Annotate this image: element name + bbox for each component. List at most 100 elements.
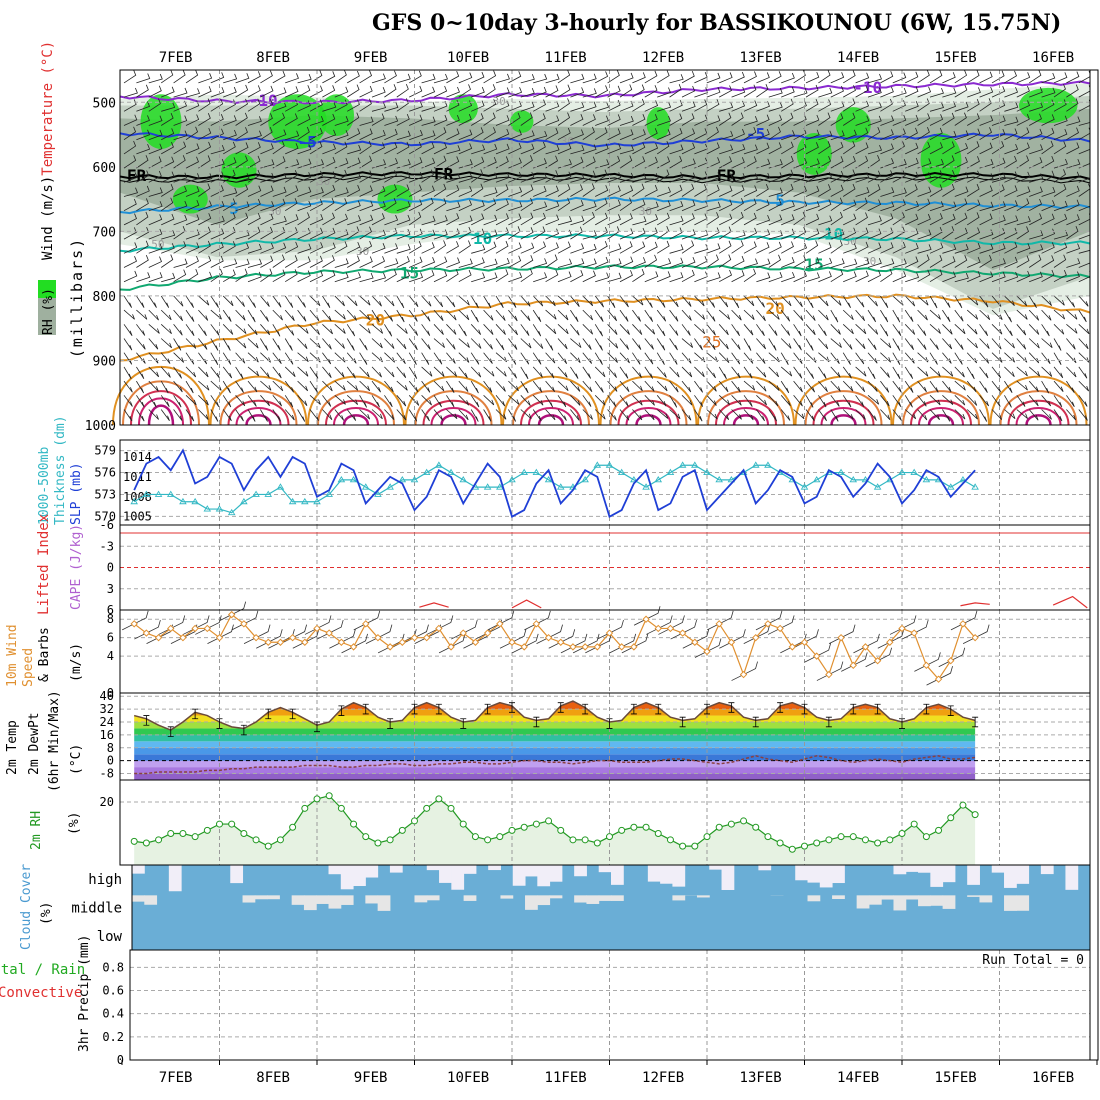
wind-barb — [967, 128, 981, 141]
wind-barb — [880, 258, 895, 268]
wind-barb — [991, 70, 1005, 84]
wind-barb — [409, 228, 423, 240]
wind-barb — [471, 272, 486, 283]
wind-barb — [607, 243, 622, 254]
wind-barb — [1016, 255, 1030, 268]
wind-barb — [669, 272, 684, 283]
cloud-gap-high — [807, 865, 821, 883]
wind-barb — [1004, 409, 1016, 419]
wind-barb — [409, 114, 423, 126]
wind-barb — [607, 352, 618, 363]
wind-barb — [582, 295, 594, 307]
wind-barb — [359, 324, 371, 334]
wind-barb — [260, 338, 269, 351]
wind-barb — [979, 115, 994, 126]
wind-barb — [780, 309, 791, 322]
wind-barb — [371, 130, 386, 141]
isotherm-20 — [119, 293, 1091, 362]
date-label-bottom: 16FEB — [1032, 1070, 1074, 1086]
wind-barb — [954, 324, 966, 335]
wind-barb — [917, 198, 931, 212]
wind-barb — [694, 338, 703, 351]
wind-barb — [545, 200, 560, 212]
wind-barb — [123, 256, 138, 268]
wind-barb — [929, 269, 943, 283]
wind-barb — [123, 198, 137, 212]
thickness-point — [349, 475, 358, 483]
wind-barb — [967, 256, 981, 268]
wind-barb — [123, 227, 137, 240]
rh-legend-label: RH (%) — [41, 288, 56, 335]
wind-barb — [334, 130, 349, 141]
wind-barb — [458, 309, 470, 321]
wind-barb — [644, 241, 658, 254]
thickness-point — [630, 475, 638, 483]
thickness-point — [227, 508, 236, 516]
wind-barb — [805, 114, 820, 126]
wind-barb — [359, 155, 373, 169]
wind-barb — [681, 71, 695, 84]
cloud-gap-high — [598, 865, 612, 873]
wind-barb — [929, 366, 941, 377]
wind-barb — [570, 173, 585, 183]
wind-barb — [694, 229, 709, 240]
wind-barb — [979, 71, 993, 84]
wind-barb — [256, 629, 283, 649]
wind-speed-point — [630, 643, 638, 651]
wind-barb — [706, 352, 718, 363]
wind-barb — [173, 366, 183, 379]
wind-barb — [396, 244, 411, 254]
wind-barb — [198, 409, 209, 420]
wind-barb — [421, 185, 435, 197]
wind-barb — [122, 610, 149, 631]
wind-barb — [384, 380, 394, 393]
wind-barb — [136, 227, 150, 240]
cloud-gap-middle — [672, 895, 686, 901]
wind-barb — [123, 99, 137, 112]
isotherm-label: FR — [434, 165, 454, 184]
wind-barb — [421, 269, 435, 283]
wind-barb — [619, 309, 629, 322]
thickness-point — [727, 475, 736, 483]
wind-speed-point — [678, 629, 687, 637]
wind-barb — [309, 309, 320, 322]
wind-barb — [694, 201, 709, 212]
wind-barb — [1029, 113, 1042, 126]
wind-barb — [595, 256, 609, 268]
wind-barb — [979, 366, 989, 379]
wind-barb — [359, 395, 367, 408]
temp-band — [134, 747, 976, 755]
wind-barb — [855, 212, 868, 226]
wind-barb — [979, 201, 994, 212]
wind-barb — [359, 85, 373, 98]
wind-barb — [446, 257, 461, 268]
wind-barb — [446, 86, 460, 98]
wind-barb — [991, 201, 1006, 212]
minmax-whisker — [923, 703, 930, 715]
wind-barb — [570, 114, 584, 126]
wind-barb — [520, 212, 534, 226]
cloud-gap-high — [132, 865, 145, 874]
wind-barb — [706, 254, 719, 268]
wind-barb — [843, 243, 857, 254]
wind-barb — [768, 214, 783, 226]
wind-barb — [880, 115, 895, 126]
wind-barb — [904, 338, 914, 350]
wind-barb — [148, 98, 161, 112]
rh2m-point — [788, 845, 796, 853]
cloud-gap-middle — [365, 895, 379, 904]
wind-barb — [446, 324, 457, 335]
temp-band — [134, 741, 976, 748]
wind-barb — [867, 73, 882, 84]
wind-barb — [582, 156, 596, 169]
wind-barb — [805, 309, 816, 321]
wind-barb — [880, 129, 894, 141]
wind-barb — [843, 271, 857, 283]
wind-barb — [657, 102, 672, 112]
wind-barb — [396, 256, 410, 268]
wind-barb — [347, 272, 361, 283]
rh2m-point — [581, 836, 589, 844]
wind-barb — [359, 116, 374, 126]
thickness-point — [556, 483, 565, 490]
wind-barb — [334, 395, 346, 405]
